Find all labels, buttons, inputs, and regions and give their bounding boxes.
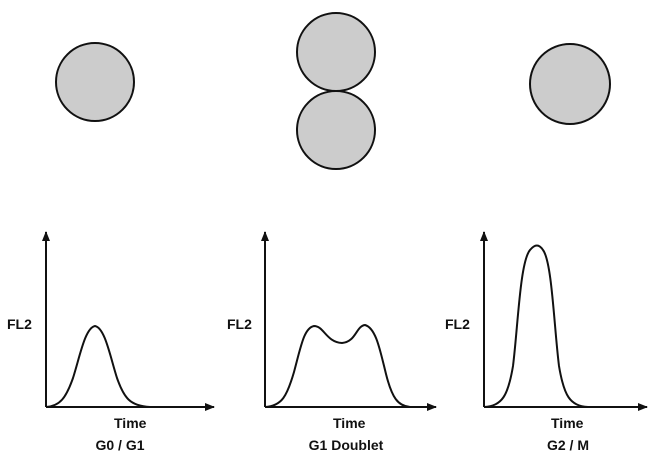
- single-cell-g2-m: [529, 43, 611, 125]
- doublet-cell-bottom: [296, 90, 376, 170]
- x-axis-label: Time: [551, 415, 584, 431]
- panel-g1-doublet: FL2 Time G1 Doublet: [227, 12, 437, 453]
- doublet-cell-top: [296, 12, 376, 92]
- panel-g0-g1: FL2 Time G0 / G1: [7, 42, 215, 453]
- y-axis-label: FL2: [227, 316, 252, 332]
- panel-caption: G1 Doublet: [309, 437, 384, 453]
- panel-g2-m: FL2 Time G2 / M: [445, 43, 648, 453]
- fl2-doublet-curve: [264, 323, 411, 408]
- panel-caption: G0 / G1: [95, 437, 144, 453]
- y-axis-label: FL2: [445, 316, 470, 332]
- x-axis-label: Time: [333, 415, 366, 431]
- x-axis-label: Time: [114, 415, 147, 431]
- panel-caption: G2 / M: [547, 437, 589, 453]
- fl2-g2m-pulse-curve: [483, 244, 589, 408]
- single-cell-g0-g1: [55, 42, 135, 122]
- fl2-pulse-curve: [45, 324, 151, 408]
- y-axis-label: FL2: [7, 316, 32, 332]
